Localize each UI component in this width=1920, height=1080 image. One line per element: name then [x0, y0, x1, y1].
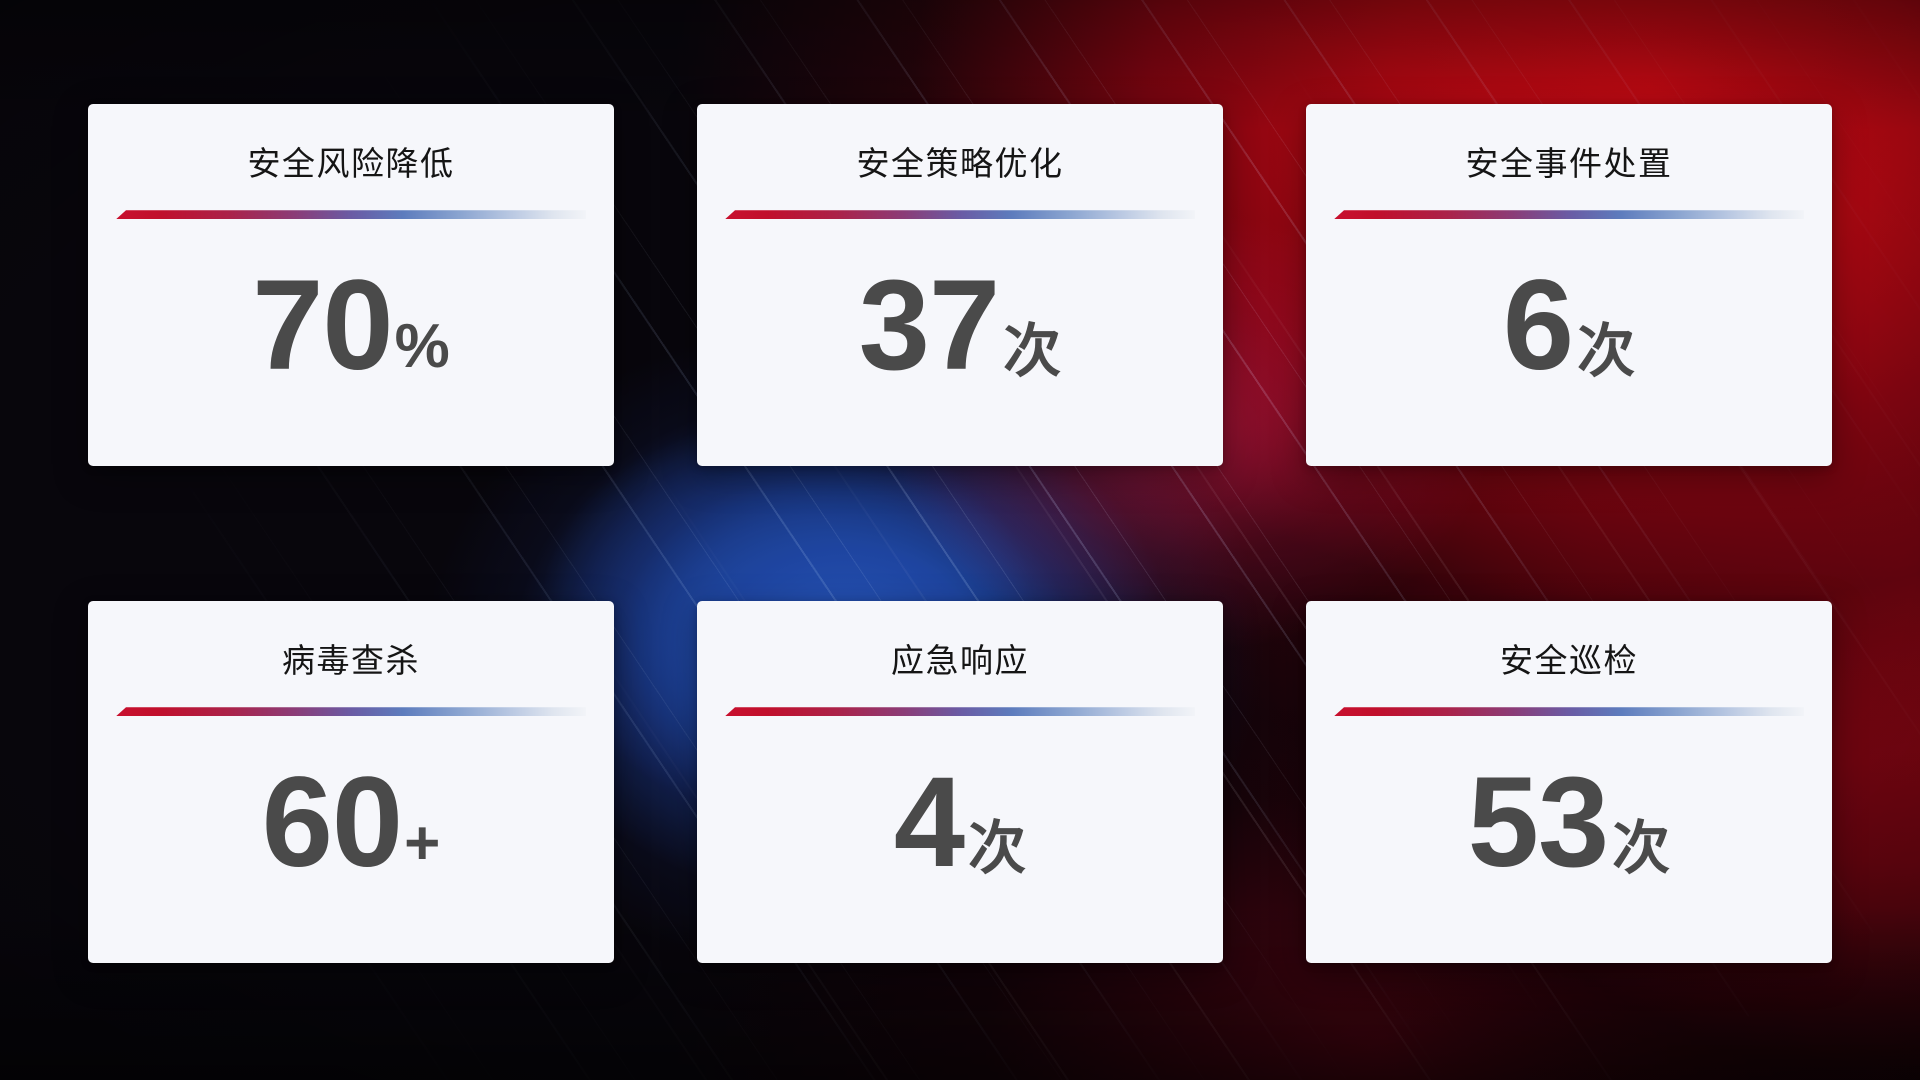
metric-value-suffix: %: [394, 312, 450, 382]
metric-card-title: 安全事件处置: [1465, 145, 1673, 182]
metric-card-value: 37 次: [858, 254, 1062, 398]
metric-value-number: 60: [261, 751, 403, 895]
metric-card[interactable]: 安全巡检 53 次: [1306, 601, 1832, 963]
metric-value-suffix: 次: [1612, 816, 1671, 882]
metric-card-value: 70 %: [252, 254, 450, 398]
metric-card-divider: [1334, 707, 1804, 717]
metric-value-suffix: +: [404, 809, 441, 879]
metric-card-grid: 安全风险降低 70 % 安全策略优化 37 次 安全事件处置 6 次: [88, 104, 1832, 963]
metric-value-suffix: 次: [1003, 319, 1062, 385]
metric-value-number: 6: [1502, 254, 1574, 398]
metric-card-value: 6 次: [1502, 254, 1636, 398]
metric-card-divider: [725, 707, 1195, 717]
metric-card-title: 安全风险降低: [247, 145, 455, 182]
metric-card-title: 安全巡检: [1500, 642, 1638, 679]
metric-card-title: 安全策略优化: [856, 145, 1064, 182]
metric-card-title: 应急响应: [891, 642, 1029, 679]
metric-value-suffix: 次: [1577, 319, 1636, 385]
metric-value-number: 53: [1467, 751, 1609, 895]
metric-card-value: 4 次: [893, 751, 1027, 895]
metric-card[interactable]: 病毒查杀 60 +: [88, 601, 614, 963]
metric-value-number: 37: [858, 254, 1000, 398]
metric-card[interactable]: 安全风险降低 70 %: [88, 104, 614, 466]
metric-card[interactable]: 安全事件处置 6 次: [1306, 104, 1832, 466]
metric-card-divider: [1334, 210, 1804, 220]
metric-card-title: 病毒查杀: [282, 642, 420, 679]
metric-card[interactable]: 安全策略优化 37 次: [697, 104, 1223, 466]
metric-value-number: 4: [893, 751, 965, 895]
metric-card-value: 53 次: [1467, 751, 1671, 895]
metric-card-divider: [725, 210, 1195, 220]
metric-card-divider: [116, 707, 586, 717]
metric-card-divider: [116, 210, 586, 220]
metric-value-number: 70: [252, 254, 393, 398]
metric-card-value: 60 +: [261, 751, 441, 895]
metric-card[interactable]: 应急响应 4 次: [697, 601, 1223, 963]
metric-value-suffix: 次: [968, 816, 1027, 882]
